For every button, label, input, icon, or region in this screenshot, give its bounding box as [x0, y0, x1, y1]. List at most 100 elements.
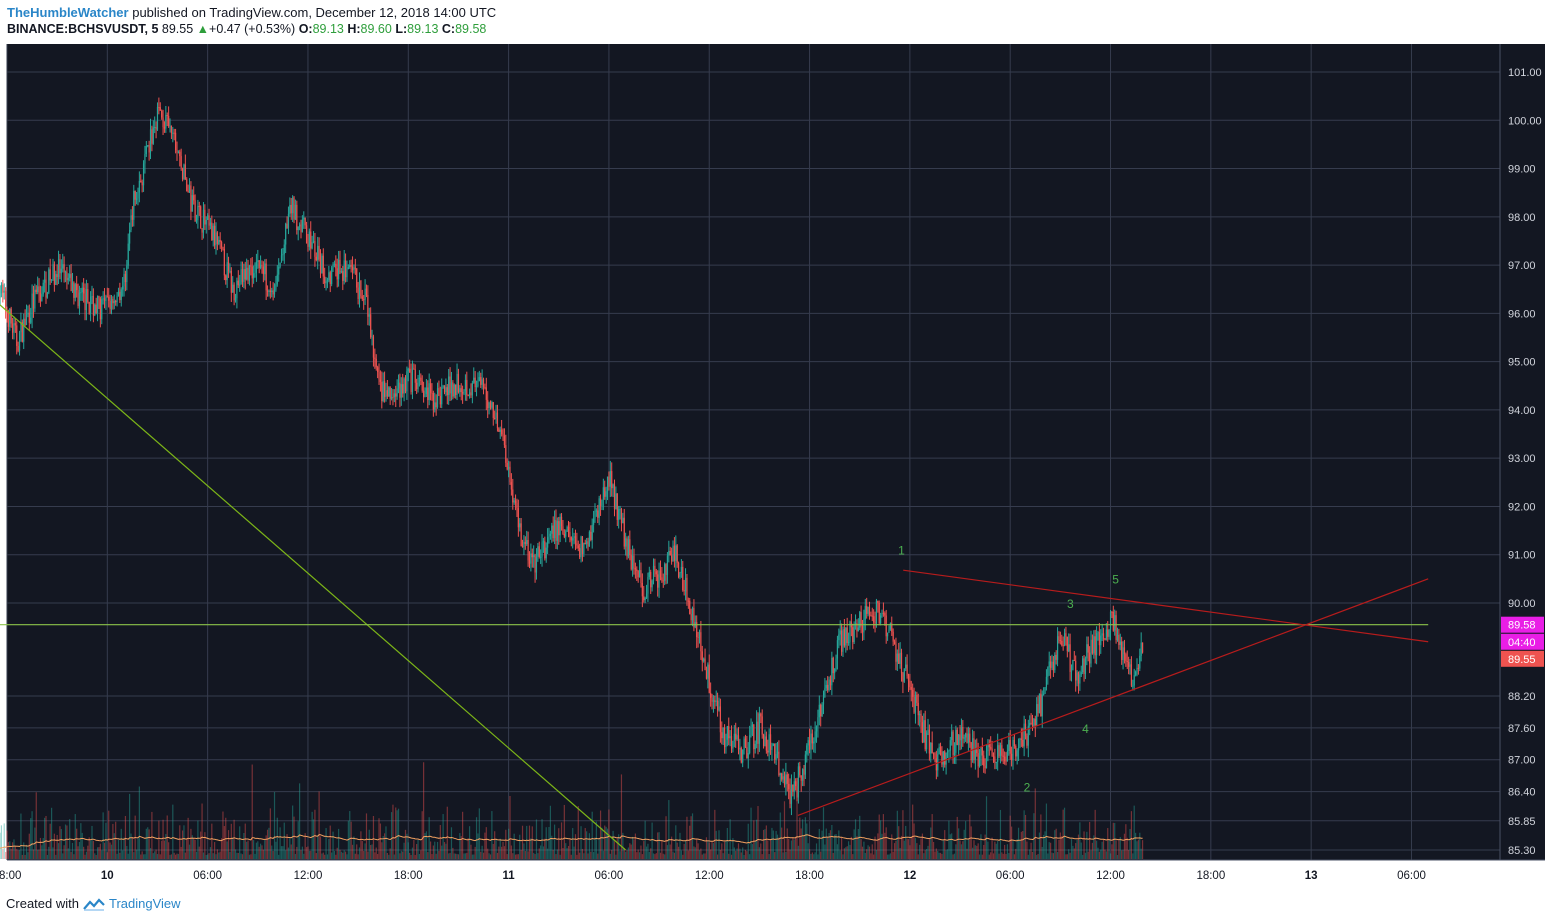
volume-bar [686, 816, 688, 859]
candle-body [701, 651, 703, 662]
volume-bar [116, 853, 118, 859]
volume-bar [3, 823, 5, 859]
volume-bar [53, 833, 55, 859]
candle-body [931, 742, 933, 754]
volume-bar [91, 825, 93, 859]
candle-body [579, 548, 581, 558]
volume-bar [938, 852, 940, 859]
tradingview-link[interactable]: TradingView [108, 896, 181, 911]
candle-body [845, 627, 847, 646]
volume-bar [1098, 851, 1100, 859]
price-axis-panel [1500, 44, 1545, 860]
candle-body [981, 747, 983, 756]
candle-body [952, 731, 954, 755]
candle-body [53, 264, 55, 285]
candle-body [347, 267, 349, 270]
volume-bar [785, 851, 787, 859]
volume-bar [227, 830, 230, 859]
volume-bar [898, 826, 900, 859]
chart-container[interactable]: 101.00 100.00 99.00 98.00 97.00 96.00 95.00 94.… [0, 40, 1551, 888]
volume-bar [992, 853, 995, 859]
volume-bar [177, 853, 179, 859]
candle-body [1112, 611, 1114, 631]
candle-body [790, 784, 793, 804]
candle-body [130, 215, 132, 230]
candle-body [17, 345, 19, 351]
candle-body [608, 476, 610, 487]
candle-body [459, 388, 461, 392]
volume-bar [135, 849, 138, 859]
volume-bar [66, 825, 68, 859]
candle-body [1118, 634, 1120, 645]
volume-bar [484, 832, 486, 859]
volume-bar [243, 832, 245, 859]
candle-body [156, 107, 159, 130]
volume-bar [333, 850, 336, 859]
candle-body [551, 525, 553, 534]
candle-body [1055, 654, 1057, 660]
candle-body [645, 593, 648, 598]
candle-body [746, 747, 748, 759]
volume-bar [871, 844, 873, 859]
volume-bar [436, 841, 439, 859]
candle-body [273, 289, 276, 295]
candle-body [937, 754, 939, 771]
candle-body [1107, 629, 1109, 637]
volume-bar [750, 807, 752, 859]
volume-bar [80, 823, 82, 859]
volume-bar [45, 815, 47, 859]
candle-body [527, 540, 529, 561]
candle-body [98, 295, 100, 299]
volume-bar [788, 838, 790, 859]
candle-body [471, 382, 473, 396]
volume-bar [329, 825, 331, 859]
candle-body [1139, 655, 1141, 669]
volume-bar [1111, 844, 1113, 859]
volume-bar [710, 849, 712, 859]
candle-body [1104, 639, 1106, 641]
volume-bar [588, 833, 591, 859]
candle-body [439, 395, 441, 405]
candle-body [124, 274, 127, 283]
candle-body [144, 154, 146, 164]
candle-body [55, 274, 57, 285]
candle-body [407, 368, 409, 372]
volume-bar [572, 828, 574, 859]
volume-bar [831, 825, 833, 859]
author-link[interactable]: TheHumbleWatcher [7, 5, 129, 20]
candle-body [866, 606, 868, 614]
volume-bar [28, 833, 30, 859]
volume-bar [106, 852, 108, 859]
candle-body [714, 700, 716, 702]
candle-body [230, 271, 232, 293]
volume-bar [503, 846, 506, 859]
volume-bar [148, 829, 150, 859]
volume-bar [836, 844, 839, 859]
volume-bar [960, 844, 963, 859]
volume-bar [434, 841, 436, 859]
volume-bar [328, 838, 330, 859]
volume-bar [314, 809, 316, 859]
volume-bar [516, 854, 518, 859]
candle-body [151, 129, 153, 144]
volume-bar [83, 846, 85, 859]
volume-bar [811, 852, 813, 859]
candle-body [782, 776, 784, 780]
price-tick-label: 97.00 [1508, 260, 1536, 272]
volume-bar [392, 804, 394, 859]
price-chart[interactable]: 101.00100.0099.0098.0097.0096.0095.0094.… [0, 40, 1551, 888]
time-tick-label: 12:00 [294, 870, 323, 882]
candle-body [137, 192, 139, 199]
candle-body [205, 219, 207, 225]
volume-bar [1040, 814, 1042, 859]
candle-body [421, 380, 423, 391]
candle-body [445, 387, 447, 393]
candle-body [853, 624, 855, 643]
volume-bar [431, 854, 433, 859]
candle-body [583, 542, 585, 554]
volume-bar [95, 854, 97, 859]
volume-bar [308, 850, 310, 859]
candle-body [655, 571, 657, 575]
volume-bar [78, 841, 81, 859]
volume-bar [683, 843, 685, 859]
